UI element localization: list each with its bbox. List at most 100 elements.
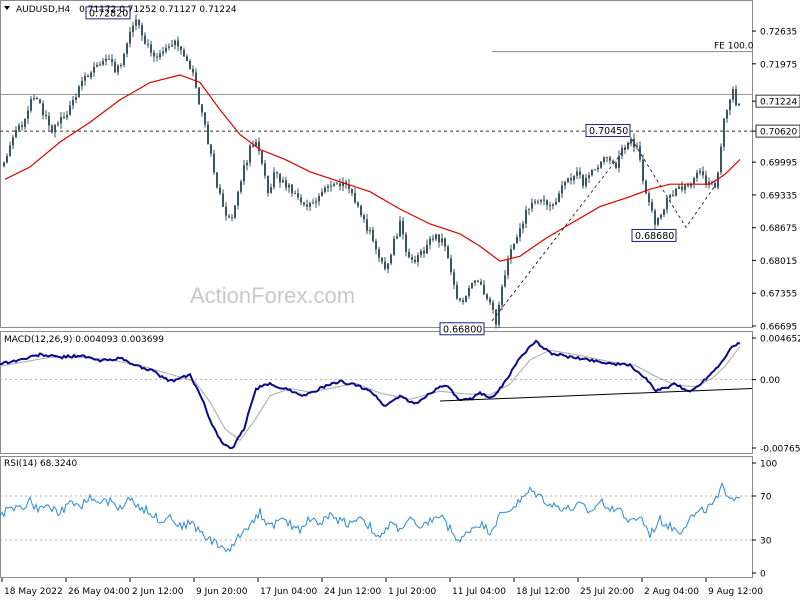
candle-body — [621, 147, 623, 156]
rsi-y-tick-label: 30 — [760, 537, 772, 547]
price-annotation-box — [585, 124, 631, 138]
y-tick-label: 0.68675 — [760, 224, 797, 234]
candle-body — [357, 202, 359, 206]
candle-body — [84, 75, 86, 81]
macd-y-tick-label: 0.004652 — [760, 335, 800, 345]
candle-body — [639, 146, 641, 160]
price-annotation-label: 0.72820 — [89, 8, 128, 19]
candle-body — [42, 103, 44, 116]
candle-body — [60, 117, 62, 124]
candle-body — [402, 220, 404, 235]
candle-body — [570, 178, 572, 181]
candle-body — [405, 234, 407, 252]
y-tick-label: 0.70620 — [760, 128, 797, 138]
candle-body — [72, 99, 74, 106]
candle-body — [318, 195, 320, 202]
price-annotation-label: 0.70450 — [589, 126, 628, 137]
candle-body — [672, 194, 674, 196]
candle-body — [225, 206, 227, 216]
rsi-y-tick-label: 0 — [760, 570, 766, 580]
candle-body — [495, 309, 497, 325]
candle-body — [657, 217, 659, 225]
candle-body — [306, 204, 308, 207]
rsi-line — [0, 482, 741, 553]
x-tick-label: 18 Jul 12:00 — [516, 587, 570, 597]
candle-body — [534, 201, 536, 203]
candle-body — [75, 97, 77, 100]
candle-body — [99, 64, 101, 66]
candle-body — [207, 124, 209, 145]
candle-body — [141, 25, 143, 36]
rsi-y-tick-label: 100 — [760, 460, 777, 470]
candle-body — [555, 201, 557, 205]
candle-body — [300, 197, 302, 203]
candle-body — [630, 138, 632, 144]
candle-body — [69, 105, 71, 115]
candle-body — [537, 201, 539, 203]
candle-body — [480, 281, 482, 285]
candle-body — [339, 183, 341, 187]
candle-body — [108, 58, 110, 60]
x-tick-label: 11 Jul 04:00 — [452, 587, 506, 597]
macd-line — [0, 339, 741, 450]
candle-body — [501, 286, 503, 305]
candle-body — [513, 243, 515, 250]
candle-body — [504, 275, 506, 287]
candle-body — [591, 169, 593, 176]
macd-signal-line — [0, 346, 741, 442]
macd-y-tick-label: 0.00 — [760, 376, 780, 386]
candle-body — [12, 137, 14, 146]
candle-body — [429, 238, 431, 245]
candle-body — [735, 89, 737, 106]
x-tick-label: 2 Aug 04:00 — [644, 587, 699, 597]
candle-body — [243, 165, 245, 182]
candle-body — [81, 80, 83, 87]
candle-body — [438, 234, 440, 243]
x-tick-label: 2 Jun 12:00 — [132, 587, 184, 597]
candle-body — [216, 172, 218, 188]
candle-body — [690, 184, 692, 187]
candle-body — [633, 138, 635, 148]
candle-body — [666, 197, 668, 210]
candle-body — [267, 175, 269, 193]
candle-body — [312, 202, 314, 204]
candle-body — [564, 181, 566, 186]
candle-body — [477, 280, 479, 282]
candle-body — [186, 56, 188, 61]
candle-body — [21, 125, 23, 127]
candle-body — [273, 172, 275, 188]
symbol-timeframe: AUDUSD,H4 — [16, 5, 71, 15]
candle-body — [642, 159, 644, 181]
candle-body — [123, 53, 125, 65]
candle-body — [561, 185, 563, 194]
y-tick-label: 0.66695 — [760, 323, 797, 333]
price-annotation-label: 0.68680 — [635, 231, 674, 242]
candle-body — [129, 31, 131, 44]
x-tick-label: 25 Jul 20:00 — [580, 587, 634, 597]
candle-body — [675, 188, 677, 196]
candle-body — [531, 202, 533, 209]
macd-pane-frame — [0, 331, 753, 454]
candle-body — [201, 104, 203, 113]
candle-body — [588, 175, 590, 178]
candle-body — [315, 201, 317, 203]
x-tick-label: 1 Jul 20:00 — [388, 587, 437, 597]
candle-body — [423, 250, 425, 254]
candle-body — [183, 49, 185, 57]
candle-body — [483, 284, 485, 295]
candle-body — [558, 193, 560, 202]
candle-body — [408, 251, 410, 258]
candle-body — [579, 171, 581, 176]
candle-body — [330, 185, 332, 187]
candle-body — [333, 184, 335, 186]
candle-body — [144, 35, 146, 44]
candle-body — [609, 157, 611, 161]
candle-body — [18, 125, 20, 131]
candle-body — [147, 43, 149, 45]
x-tick-label: 26 May 04:00 — [68, 587, 130, 597]
candle-body — [411, 257, 413, 260]
candle-body — [366, 219, 368, 231]
candle-body — [516, 237, 518, 244]
candle-body — [336, 183, 338, 185]
dropdown-arrow-icon — [4, 6, 10, 10]
